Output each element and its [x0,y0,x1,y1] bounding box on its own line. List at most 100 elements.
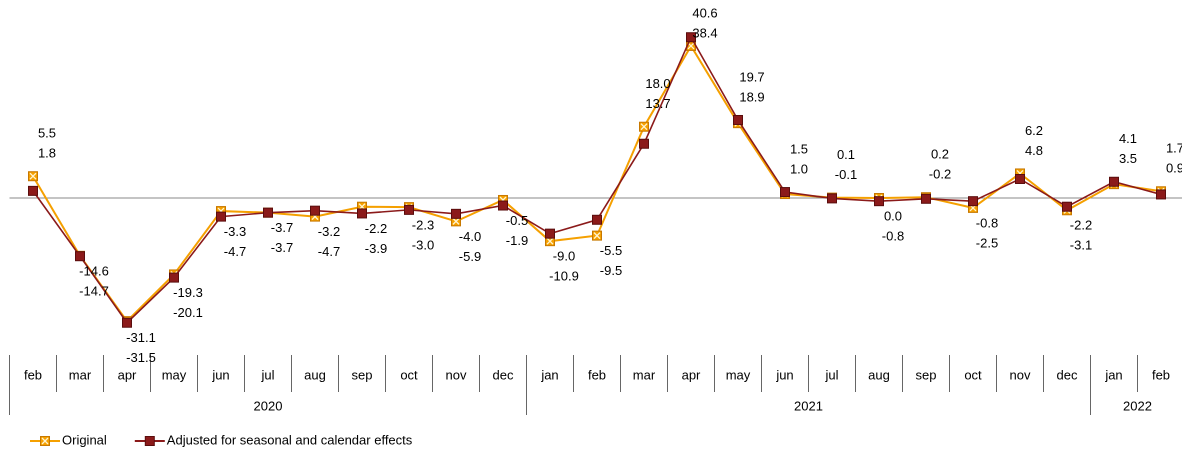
data-label: -2.5 [976,235,998,250]
data-label: 1.8 [38,146,56,161]
marker [169,272,179,283]
x-tick-label: jul [824,367,838,382]
x-tick-label: jan [1104,367,1122,382]
series [28,40,1166,327]
data-label: -4.7 [224,244,246,259]
x-tick-label: mar [69,367,92,382]
x-tick-label: feb [588,367,606,382]
data-label: -10.9 [549,269,579,284]
marker [827,193,837,204]
group-label: 2022 [1123,398,1152,413]
marker [733,114,743,125]
x-tick-label: jul [260,367,274,382]
x-tick-label: aug [868,367,890,382]
marker [310,205,320,216]
data-label: -0.1 [835,167,857,182]
data-label: -9.0 [553,249,575,264]
data-label: -0.5 [506,213,528,228]
marker-cross [41,437,49,445]
data-label: 19.7 [739,69,764,84]
data-label: -9.5 [600,263,622,278]
legend-item: Adjusted for seasonal and calendar effec… [134,432,413,447]
data-label: -2.2 [365,221,387,236]
marker [1109,176,1119,187]
x-tick-label: nov [446,367,467,382]
x-tick-label: jun [775,367,793,382]
data-label: -31.5 [126,350,156,365]
data-label: 40.6 [692,5,717,20]
data-label: -4.0 [459,229,481,244]
data-label: -3.9 [365,241,387,256]
data-label: 4.8 [1025,143,1043,158]
marker [639,138,649,149]
marker-cross [687,42,695,50]
marker [144,436,155,446]
data-label: -0.8 [882,229,904,244]
x-tick-label: sep [916,367,937,382]
data-label: -1.9 [506,233,528,248]
marker [592,214,602,225]
data-label: 0.1 [837,147,855,162]
x-tick-label: may [726,367,751,382]
x-tick-label: apr [682,367,701,382]
data-label: 13.7 [645,96,670,111]
marker [28,185,38,196]
data-label: -3.1 [1070,238,1092,253]
data-label: 5.5 [38,126,56,141]
data-label: 3.5 [1119,151,1137,166]
marker [1156,189,1166,200]
x-tick-label: jan [540,367,558,382]
x-tick-label: jun [211,367,229,382]
data-label: -3.7 [271,240,293,255]
x-tick-label: dec [1057,367,1078,382]
x-tick-label: oct [400,367,418,382]
data-label: -20.1 [173,305,203,320]
marker [921,193,931,204]
x-tick-label: feb [24,367,42,382]
data-label: -2.3 [412,217,434,232]
data-label: -3.3 [224,224,246,239]
marker [404,204,414,215]
x-tick-label: aug [304,367,326,382]
marker [122,317,132,328]
x-tick-label: sep [352,367,373,382]
x-tick-label: feb [1152,367,1170,382]
data-label: 0.0 [884,209,902,224]
data-label: -2.2 [1070,218,1092,233]
data-label: 6.2 [1025,123,1043,138]
legend-label: Adjusted for seasonal and calendar effec… [167,432,413,447]
group-label: 2020 [254,398,283,413]
marker [357,208,367,219]
data-label: 18.9 [739,89,764,104]
x-tick-label: mar [633,367,656,382]
x-tick-label: apr [118,367,137,382]
data-label: 18.0 [645,76,670,91]
legend-item: Original [30,432,107,447]
marker [75,251,85,262]
series-line [32,35,1162,324]
data-label: -3.7 [271,220,293,235]
marker [451,208,461,219]
marker [263,207,273,218]
marker [1062,201,1072,212]
marker [780,187,790,198]
marker-cross [593,232,601,240]
x-tick-label: may [162,367,187,382]
legend-label: Original [62,432,107,447]
data-label: -14.7 [79,284,109,299]
marker [498,200,508,211]
data-label: 4.1 [1119,131,1137,146]
marker-cross [546,237,554,245]
x-tick-label: oct [964,367,982,382]
data-label: -3.2 [318,224,340,239]
data-label: -5.5 [600,243,622,258]
marker [545,228,555,239]
data-label: -0.2 [929,167,951,182]
data-label: -3.0 [412,237,434,252]
data-label: 0.9 [1166,161,1182,176]
marker-cross [452,217,460,225]
data-label: -0.8 [976,215,998,230]
data-label: -5.9 [459,249,481,264]
data-label: 1.5 [790,141,808,156]
